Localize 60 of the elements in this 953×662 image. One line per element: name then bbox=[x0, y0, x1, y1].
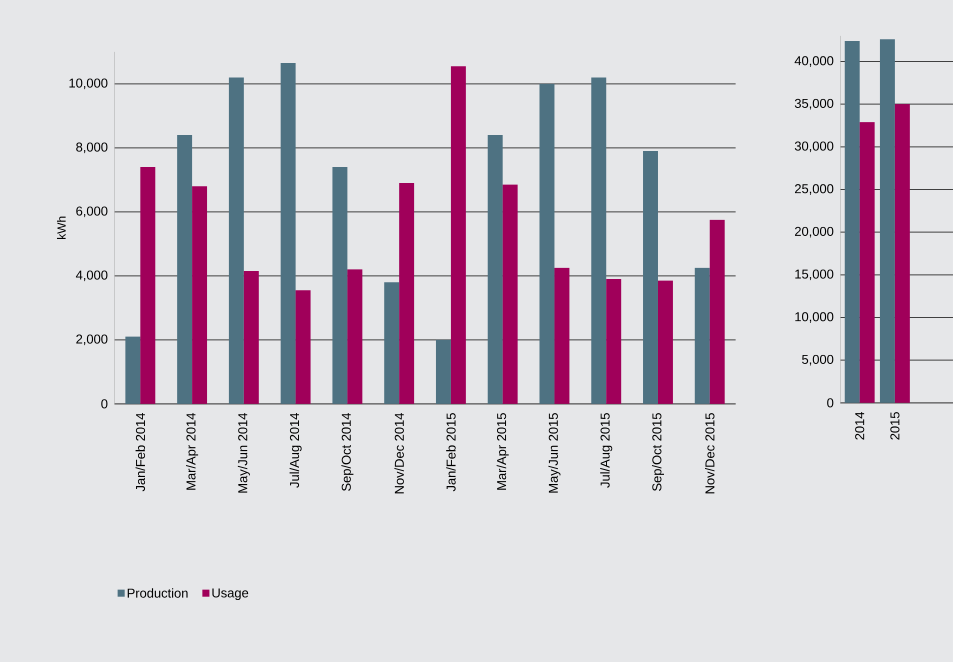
x-tick-label: Nov/Dec 2015 bbox=[705, 413, 714, 494]
y-tick-label: 15,000 bbox=[795, 269, 834, 280]
x-tick-label: Nov/Dec 2014 bbox=[394, 412, 404, 494]
y-tick-label: 0 bbox=[101, 399, 108, 408]
bar bbox=[436, 340, 451, 404]
x-tick-label: Mar/Apr 2015 bbox=[496, 413, 509, 490]
y-tick-label: 20,000 bbox=[794, 226, 834, 238]
x-tick-label: Mar/Apr 2014 bbox=[186, 412, 198, 490]
y-tick-label: 5,000 bbox=[802, 354, 834, 366]
y-tick-label: 40,000 bbox=[794, 56, 834, 67]
bar bbox=[228, 77, 244, 404]
bar bbox=[125, 336, 140, 404]
bar bbox=[332, 167, 348, 404]
y-tick-label: 25,000 bbox=[794, 184, 834, 195]
bar bbox=[539, 84, 554, 404]
y-tick-label: 4,000 bbox=[76, 270, 108, 282]
x-tick-label: Jan/Feb 2015 bbox=[446, 413, 456, 492]
x-tick-label: May/Jun 2015 bbox=[548, 413, 560, 493]
bar bbox=[694, 268, 710, 404]
bar bbox=[502, 184, 518, 404]
legend-label: Production bbox=[128, 588, 188, 598]
bar bbox=[880, 39, 895, 403]
x-tick-label: May/Jun 2014 bbox=[238, 412, 250, 493]
x-tick-label: Sep/Oct 2014 bbox=[341, 412, 354, 491]
legend-label: Usage bbox=[212, 588, 248, 600]
x-tick-label: 2015 bbox=[890, 412, 900, 440]
y-tick-label: 35,000 bbox=[794, 98, 834, 110]
y-tick-label: 0 bbox=[827, 398, 834, 408]
bar bbox=[591, 77, 606, 404]
bar bbox=[347, 269, 362, 404]
x-tick-label: Sep/Oct 2015 bbox=[652, 413, 664, 491]
bar bbox=[177, 135, 192, 404]
bar bbox=[844, 40, 860, 403]
y-tick-label: 6,000 bbox=[76, 206, 108, 218]
y-tick-label: 8,000 bbox=[76, 142, 108, 154]
bar bbox=[894, 104, 910, 403]
bar bbox=[296, 290, 311, 404]
y-tick-label: 10,000 bbox=[795, 312, 834, 323]
x-tick-label: Jul/Aug 2015 bbox=[600, 413, 612, 488]
bar bbox=[280, 63, 296, 404]
x-tick-label: 2014 bbox=[855, 412, 864, 440]
y-tick-label: 2,000 bbox=[76, 334, 108, 346]
bar bbox=[450, 66, 466, 404]
bar bbox=[643, 151, 658, 404]
bar bbox=[658, 280, 673, 404]
bar bbox=[399, 183, 414, 404]
bar bbox=[140, 167, 156, 404]
y-axis-title: kWh bbox=[56, 216, 66, 239]
bar bbox=[860, 122, 875, 403]
y-tick-label: 10,000 bbox=[69, 78, 108, 90]
y-tick-label: 30,000 bbox=[794, 141, 834, 152]
bar bbox=[192, 186, 208, 404]
bar bbox=[488, 135, 503, 404]
x-tick-label: Jan/Feb 2014 bbox=[136, 412, 146, 492]
bar bbox=[244, 270, 259, 404]
bar bbox=[384, 282, 400, 404]
bar bbox=[710, 220, 725, 404]
x-tick-label: Jul/Aug 2014 bbox=[290, 412, 302, 488]
bar bbox=[554, 268, 570, 404]
bar bbox=[606, 278, 622, 404]
